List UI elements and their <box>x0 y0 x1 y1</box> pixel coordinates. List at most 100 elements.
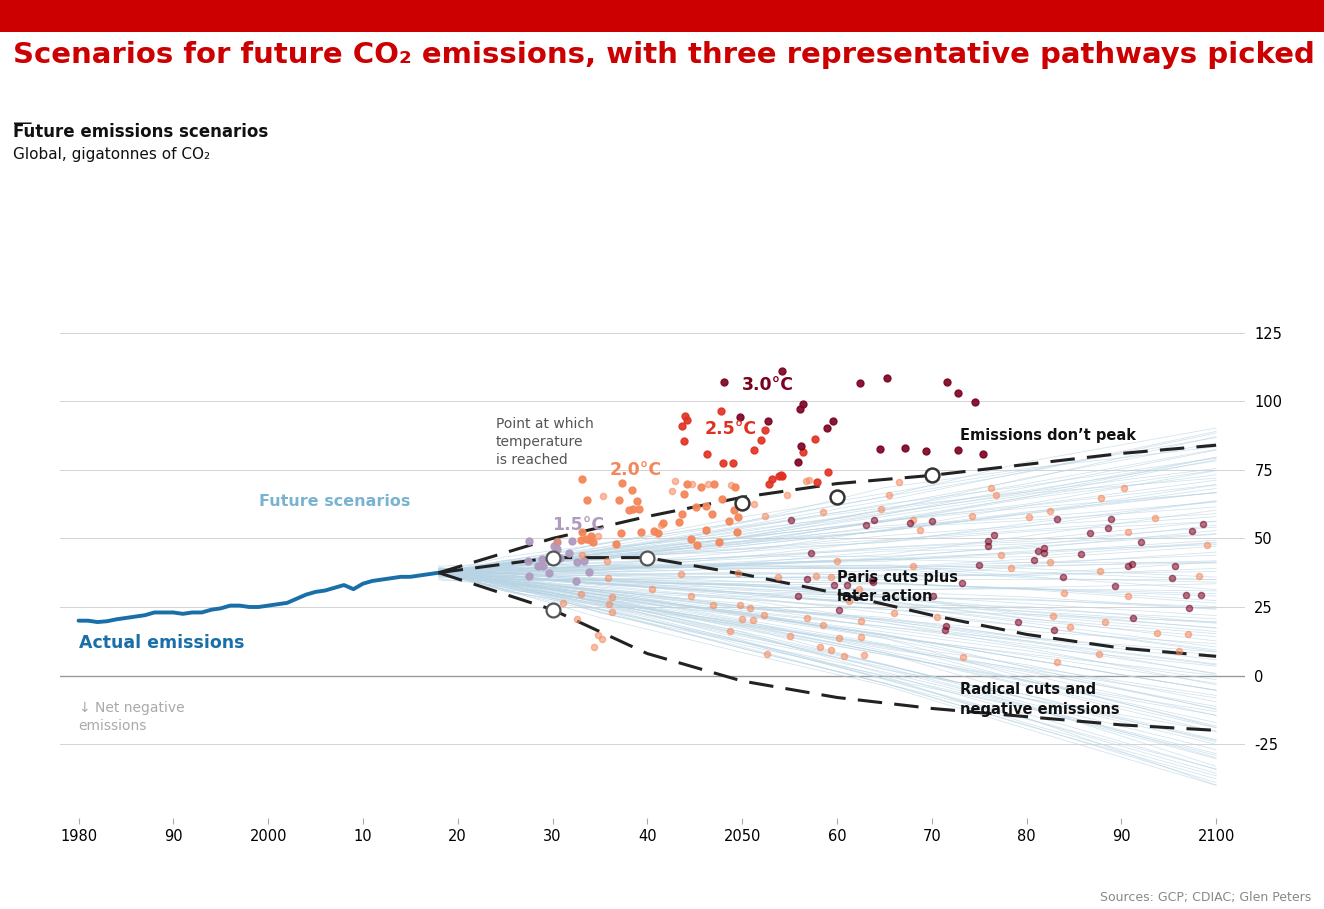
Point <box>547 535 568 550</box>
Point <box>833 648 854 663</box>
Point <box>519 534 540 549</box>
Text: Sources: GCP; CDIAC; Glen Peters: Sources: GCP; CDIAC; Glen Peters <box>1099 892 1311 904</box>
Point <box>567 554 588 569</box>
Point <box>580 533 601 547</box>
Point <box>751 433 772 447</box>
Point <box>863 513 884 527</box>
Point <box>711 492 732 506</box>
Point <box>952 576 973 591</box>
Point <box>703 476 724 491</box>
Text: Global, gigatonnes of CO₂: Global, gigatonnes of CO₂ <box>13 147 211 163</box>
Point <box>1178 601 1200 615</box>
Point <box>708 535 730 550</box>
Point <box>571 533 592 547</box>
Point <box>1043 623 1064 637</box>
Point <box>1121 556 1143 571</box>
Point <box>626 494 647 508</box>
Point <box>569 586 591 601</box>
Point <box>1182 524 1204 538</box>
Point <box>743 613 764 627</box>
Point <box>1071 547 1092 562</box>
Point <box>780 628 801 643</box>
Text: 3.0°C: 3.0°C <box>743 376 794 395</box>
Point <box>681 531 702 545</box>
Point <box>772 364 793 378</box>
Point <box>861 573 882 587</box>
Point <box>850 614 871 628</box>
Point <box>1088 646 1110 661</box>
Point <box>805 432 826 446</box>
Point <box>552 596 573 611</box>
Text: ↓ Net negative
emissions: ↓ Net negative emissions <box>78 701 184 734</box>
Point <box>964 395 985 409</box>
Point <box>1079 525 1100 540</box>
Point <box>870 502 891 516</box>
Point <box>777 488 798 503</box>
Point <box>518 554 539 568</box>
Point <box>1104 579 1125 594</box>
Point <box>1193 516 1214 531</box>
Point <box>1000 561 1021 575</box>
Point <box>1147 626 1168 641</box>
Point <box>723 503 744 517</box>
Point <box>518 569 539 584</box>
Point <box>1145 511 1166 525</box>
Point <box>990 548 1012 563</box>
Point <box>682 477 703 492</box>
Point <box>961 508 982 523</box>
Point <box>1023 553 1045 567</box>
Point <box>1018 510 1039 524</box>
Point <box>685 500 706 514</box>
Text: Paris cuts plus
later action: Paris cuts plus later action <box>837 570 959 604</box>
Point <box>780 513 801 527</box>
Point <box>572 525 593 540</box>
Point <box>669 515 690 530</box>
Point <box>1117 588 1139 603</box>
Point <box>821 569 842 584</box>
Point <box>647 526 669 541</box>
Point <box>633 554 654 568</box>
Point <box>948 443 969 457</box>
Point <box>677 477 698 492</box>
Point <box>796 572 817 586</box>
Point <box>1161 571 1182 585</box>
Point <box>727 509 748 524</box>
Point <box>1053 585 1074 600</box>
Point <box>851 629 873 644</box>
Point <box>756 647 777 662</box>
Point <box>543 549 564 564</box>
Text: 2.0°C: 2.0°C <box>609 462 662 479</box>
Point <box>809 640 830 654</box>
Point <box>1098 521 1119 535</box>
Point <box>579 564 600 579</box>
Point <box>968 558 989 573</box>
Point <box>947 385 968 400</box>
Point <box>609 493 630 507</box>
Point <box>753 608 775 623</box>
Point <box>584 640 605 654</box>
Text: Scenarios for future CO₂ emissions, with three representative pathways picked ou: Scenarios for future CO₂ emissions, with… <box>13 41 1324 69</box>
Point <box>854 648 875 663</box>
Point <box>771 469 792 484</box>
Point <box>576 494 597 508</box>
Text: Future scenarios: Future scenarios <box>258 494 410 508</box>
Point <box>761 472 782 486</box>
Point <box>884 606 906 621</box>
Text: —: — <box>13 114 33 133</box>
Point <box>790 439 812 454</box>
Text: Point at which
temperature
is reached: Point at which temperature is reached <box>495 416 593 467</box>
Point <box>598 597 620 612</box>
Point <box>612 476 633 491</box>
Point <box>610 525 632 540</box>
Point <box>641 582 662 596</box>
Point <box>757 414 779 428</box>
Point <box>675 409 696 424</box>
Point <box>549 551 571 565</box>
Point <box>702 506 723 521</box>
Point <box>1053 570 1074 584</box>
Point <box>674 434 695 448</box>
Point <box>801 545 822 560</box>
Point <box>712 455 733 470</box>
Point <box>602 605 624 620</box>
Point <box>977 538 998 553</box>
